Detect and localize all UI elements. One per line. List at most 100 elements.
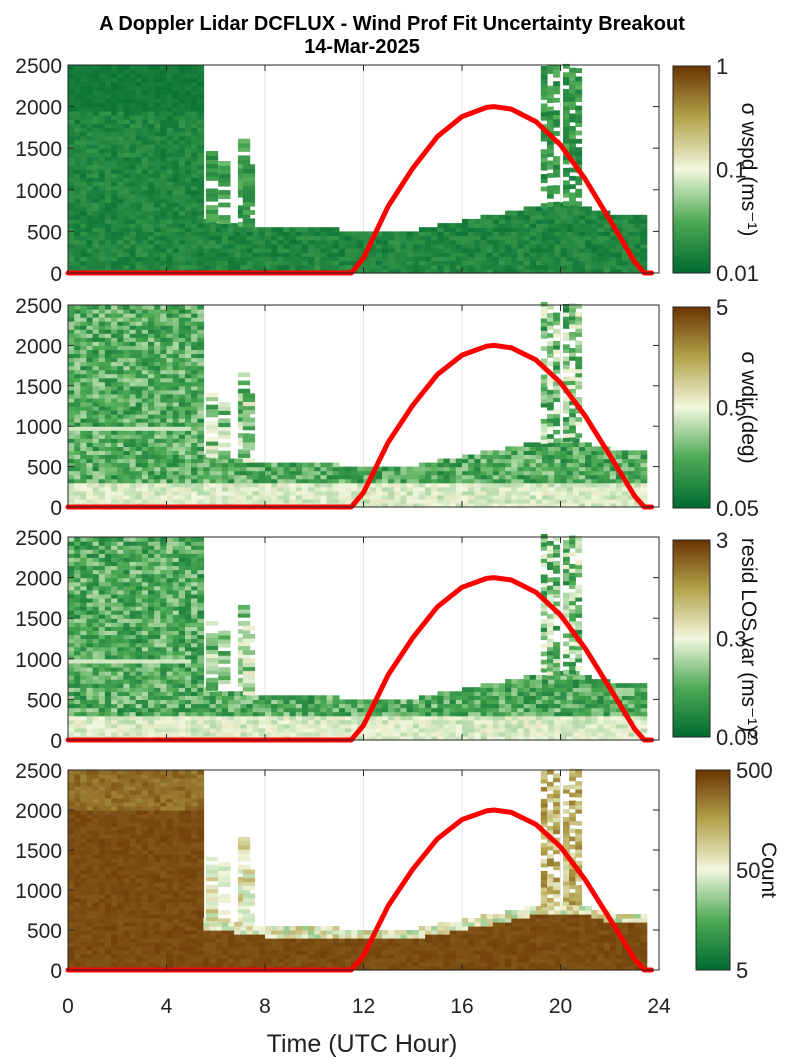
heatmap-cell bbox=[98, 313, 106, 318]
heatmap-cell bbox=[218, 402, 231, 407]
heatmap-cell bbox=[92, 256, 100, 262]
heatmap-cell bbox=[628, 478, 635, 484]
heatmap-cell bbox=[74, 727, 81, 733]
heatmap-cell bbox=[431, 256, 438, 262]
heatmap-cell bbox=[535, 486, 543, 492]
heatmap-cell bbox=[203, 239, 211, 245]
heatmap-cell bbox=[418, 490, 426, 496]
heatmap-cell bbox=[166, 90, 174, 95]
heatmap-cell bbox=[86, 256, 94, 262]
heatmap-cell bbox=[591, 252, 599, 257]
heatmap-cell bbox=[218, 165, 231, 170]
heatmap-cell bbox=[197, 494, 205, 500]
heatmap-cell bbox=[242, 218, 256, 224]
heatmap-cell bbox=[579, 239, 586, 245]
heatmap-cell bbox=[585, 268, 592, 274]
heatmap-cell bbox=[382, 264, 389, 270]
heatmap-cell bbox=[104, 695, 112, 700]
heatmap-cell bbox=[569, 368, 576, 373]
heatmap-cell bbox=[92, 393, 100, 399]
heatmap-cell bbox=[540, 186, 548, 192]
heatmap-cell bbox=[123, 239, 131, 245]
heatmap-cell bbox=[141, 202, 149, 208]
heatmap-cell bbox=[218, 422, 231, 428]
heatmap-cell bbox=[148, 345, 155, 350]
heatmap-cell bbox=[104, 329, 112, 334]
heatmap-cell bbox=[540, 203, 548, 208]
heatmap-cell bbox=[283, 498, 291, 504]
heatmap-cell bbox=[123, 181, 131, 187]
heatmap-cell bbox=[566, 466, 574, 472]
heatmap-cell bbox=[135, 442, 143, 447]
heatmap-cell bbox=[80, 494, 88, 500]
heatmap-cell bbox=[68, 106, 75, 112]
heatmap-cell bbox=[148, 385, 155, 391]
heatmap-cell bbox=[191, 248, 198, 253]
heatmap-cell bbox=[597, 243, 605, 249]
heatmap-cell bbox=[111, 235, 118, 241]
heatmap-cell bbox=[178, 264, 186, 270]
heatmap-cell bbox=[80, 565, 88, 571]
heatmap-cell bbox=[554, 218, 562, 224]
heatmap-cell bbox=[74, 264, 81, 270]
heatmap-cell bbox=[129, 81, 137, 87]
heatmap-cell bbox=[68, 90, 75, 95]
heatmap-cell bbox=[74, 361, 81, 367]
heatmap-cell bbox=[615, 227, 623, 232]
heatmap-cell bbox=[498, 214, 506, 220]
heatmap-cell bbox=[141, 458, 149, 464]
heatmap-cell bbox=[554, 490, 562, 496]
heatmap-cell bbox=[68, 450, 75, 455]
heatmap-cell bbox=[154, 73, 161, 79]
heatmap-cell bbox=[449, 256, 457, 262]
heatmap-cell bbox=[579, 235, 586, 241]
heatmap-cell bbox=[209, 482, 217, 488]
heatmap-cell bbox=[540, 82, 548, 88]
heatmap-cell bbox=[357, 231, 365, 237]
heatmap-cell bbox=[178, 123, 186, 128]
heatmap-cell bbox=[563, 380, 570, 386]
heatmap-cell bbox=[154, 218, 161, 224]
heatmap-cell bbox=[228, 260, 235, 266]
heatmap-cell bbox=[345, 490, 352, 496]
heatmap-cell bbox=[80, 218, 88, 224]
heatmap-cell bbox=[560, 458, 568, 464]
heatmap-cell bbox=[92, 73, 100, 79]
heatmap-cell bbox=[129, 227, 137, 232]
heatmap-cell bbox=[185, 139, 192, 145]
heatmap-cell bbox=[615, 450, 623, 455]
heatmap-cell bbox=[569, 376, 576, 381]
heatmap-cell bbox=[585, 494, 592, 500]
heatmap-cell bbox=[548, 206, 555, 212]
heatmap-cell bbox=[172, 410, 180, 415]
heatmap-cell bbox=[228, 482, 235, 488]
heatmap-cell bbox=[135, 345, 143, 350]
heatmap-cell bbox=[98, 634, 106, 640]
heatmap-cell bbox=[178, 410, 186, 415]
heatmap-cell bbox=[351, 478, 358, 484]
heatmap-cell bbox=[80, 430, 88, 435]
heatmap-cell bbox=[68, 695, 75, 700]
heatmap-cell bbox=[240, 474, 248, 480]
heatmap-cell bbox=[74, 235, 81, 241]
heatmap-cell bbox=[135, 434, 143, 439]
heatmap-cell bbox=[492, 482, 500, 488]
heatmap-cell bbox=[569, 420, 576, 426]
heatmap-cell bbox=[382, 260, 389, 266]
heatmap-cell bbox=[148, 231, 155, 237]
heatmap-cell bbox=[141, 252, 149, 257]
heatmap-cell bbox=[160, 361, 168, 367]
heatmap-cell bbox=[554, 227, 562, 232]
heatmap-cell bbox=[86, 589, 94, 595]
heatmap-cell bbox=[394, 268, 402, 274]
heatmap-cell bbox=[542, 503, 549, 508]
heatmap-cell bbox=[129, 349, 137, 354]
heatmap-cell bbox=[585, 214, 592, 220]
heatmap-cell bbox=[597, 239, 605, 245]
heatmap-cell bbox=[166, 349, 174, 354]
heatmap-cell bbox=[640, 458, 648, 464]
heatmap-cell bbox=[68, 156, 75, 162]
heatmap-cell bbox=[338, 494, 346, 500]
heatmap-cell bbox=[406, 466, 414, 472]
heatmap-cell bbox=[98, 239, 106, 245]
